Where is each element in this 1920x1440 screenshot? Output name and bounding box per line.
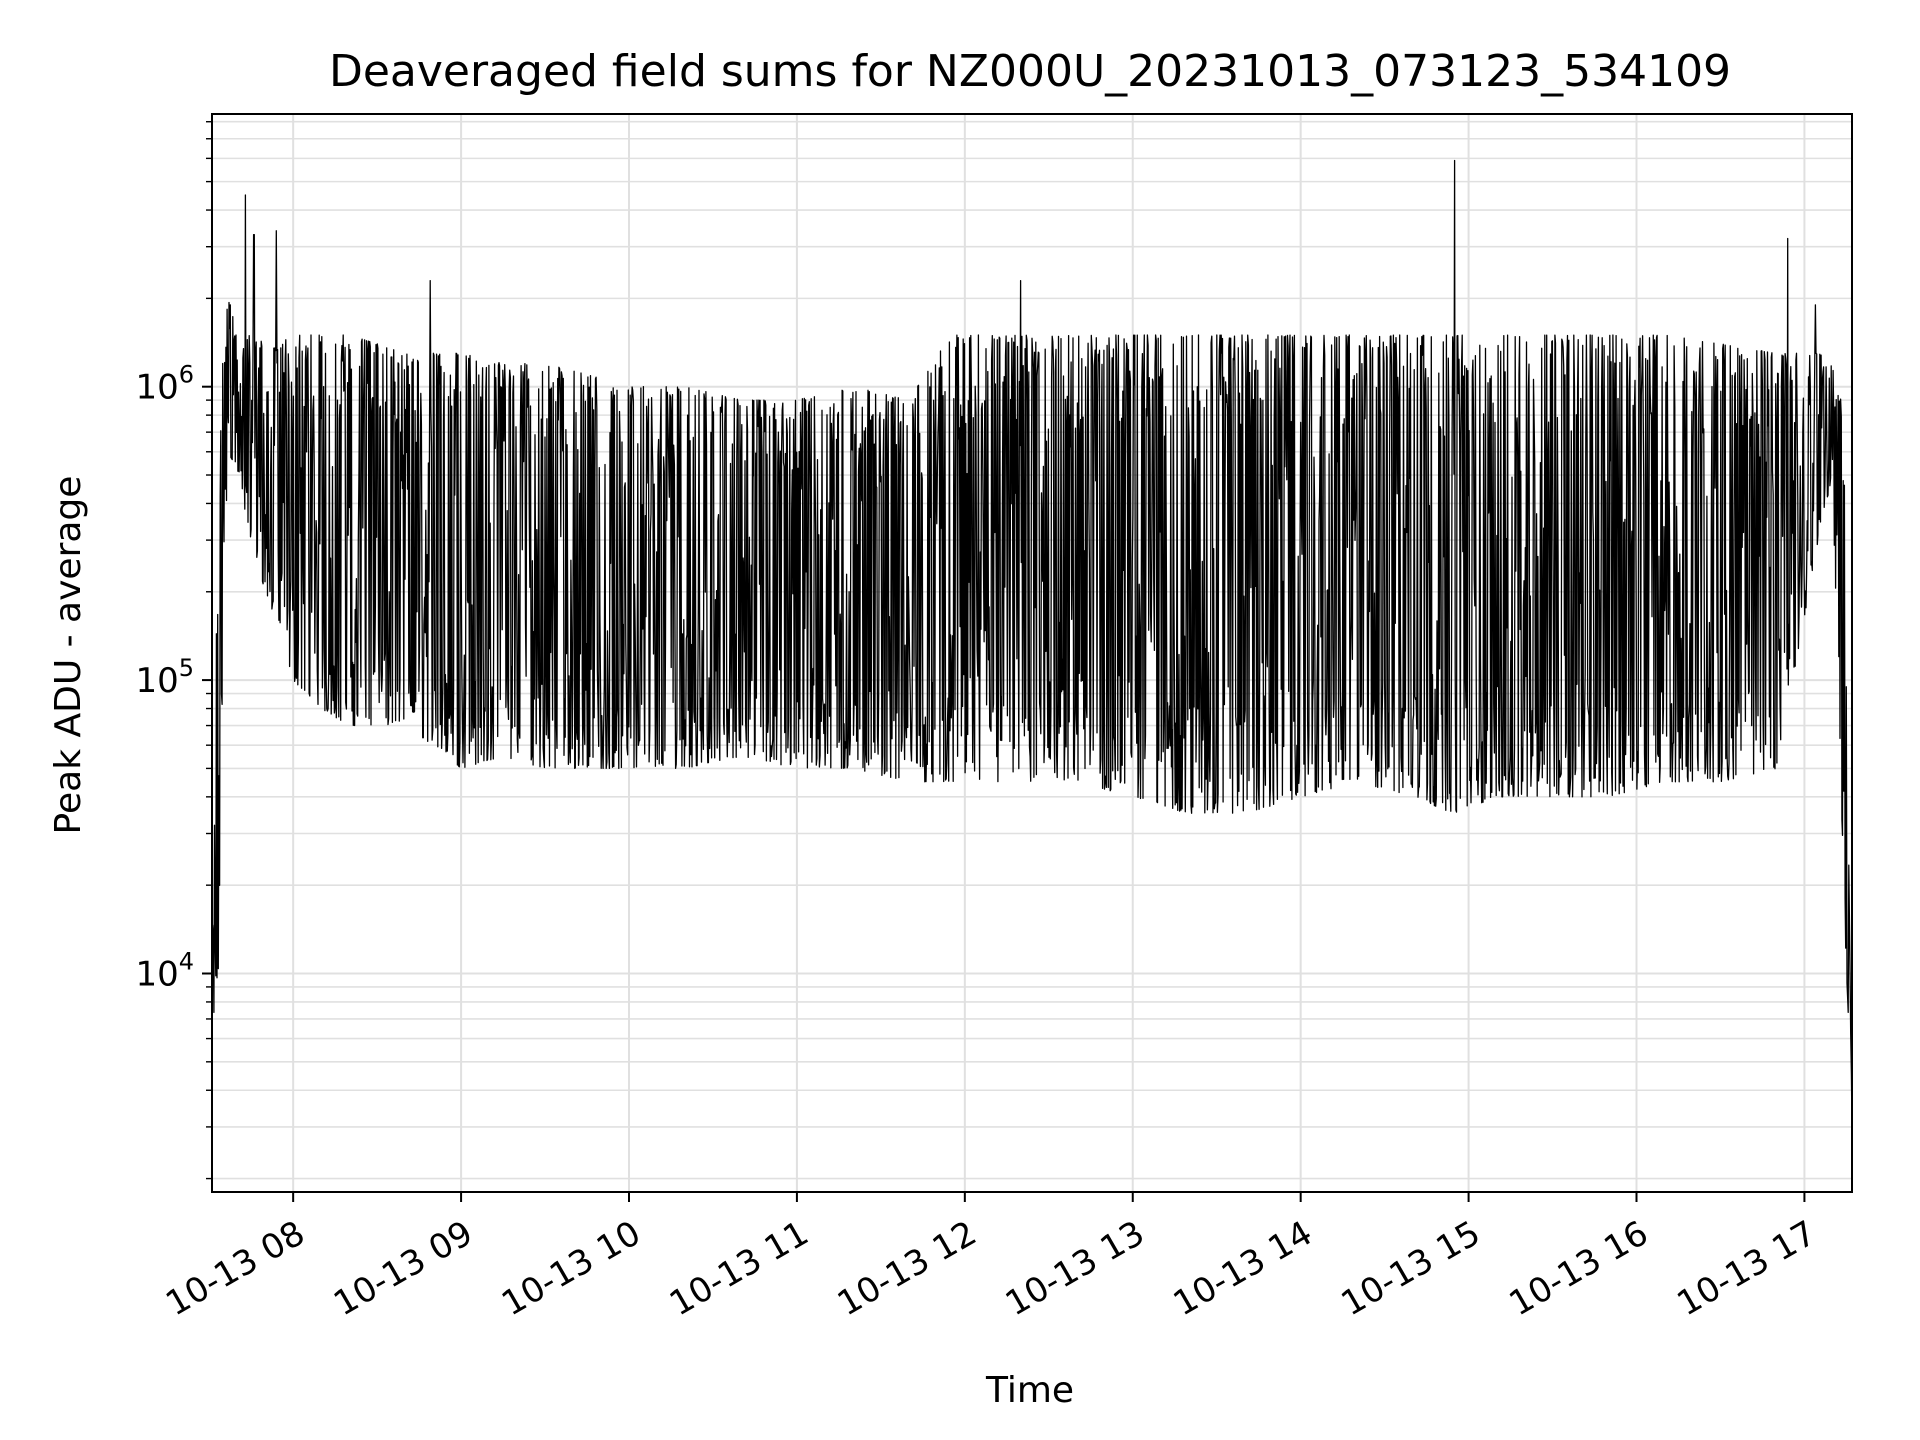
x-axis-title: Time [985, 1370, 1074, 1411]
y-tick-label: 106 [135, 361, 194, 408]
plot-frame [211, 113, 1853, 1193]
y-tick-label: 104 [135, 947, 194, 994]
y-tick-base: 10 [135, 661, 178, 701]
y-tick-base: 10 [135, 368, 178, 408]
y-axis-title: Peak ADU - average [48, 476, 89, 835]
y-tick-label: 105 [135, 654, 194, 701]
chart-title: Deaveraged field sums for NZ000U_2023101… [329, 46, 1731, 97]
series-layer [211, 159, 1853, 1129]
y-tick-exponent: 5 [179, 654, 194, 682]
y-tick-exponent: 6 [179, 361, 194, 389]
y-tick-base: 10 [135, 954, 178, 994]
series-line [211, 159, 1853, 1129]
y-tick-exponent: 4 [179, 947, 194, 975]
